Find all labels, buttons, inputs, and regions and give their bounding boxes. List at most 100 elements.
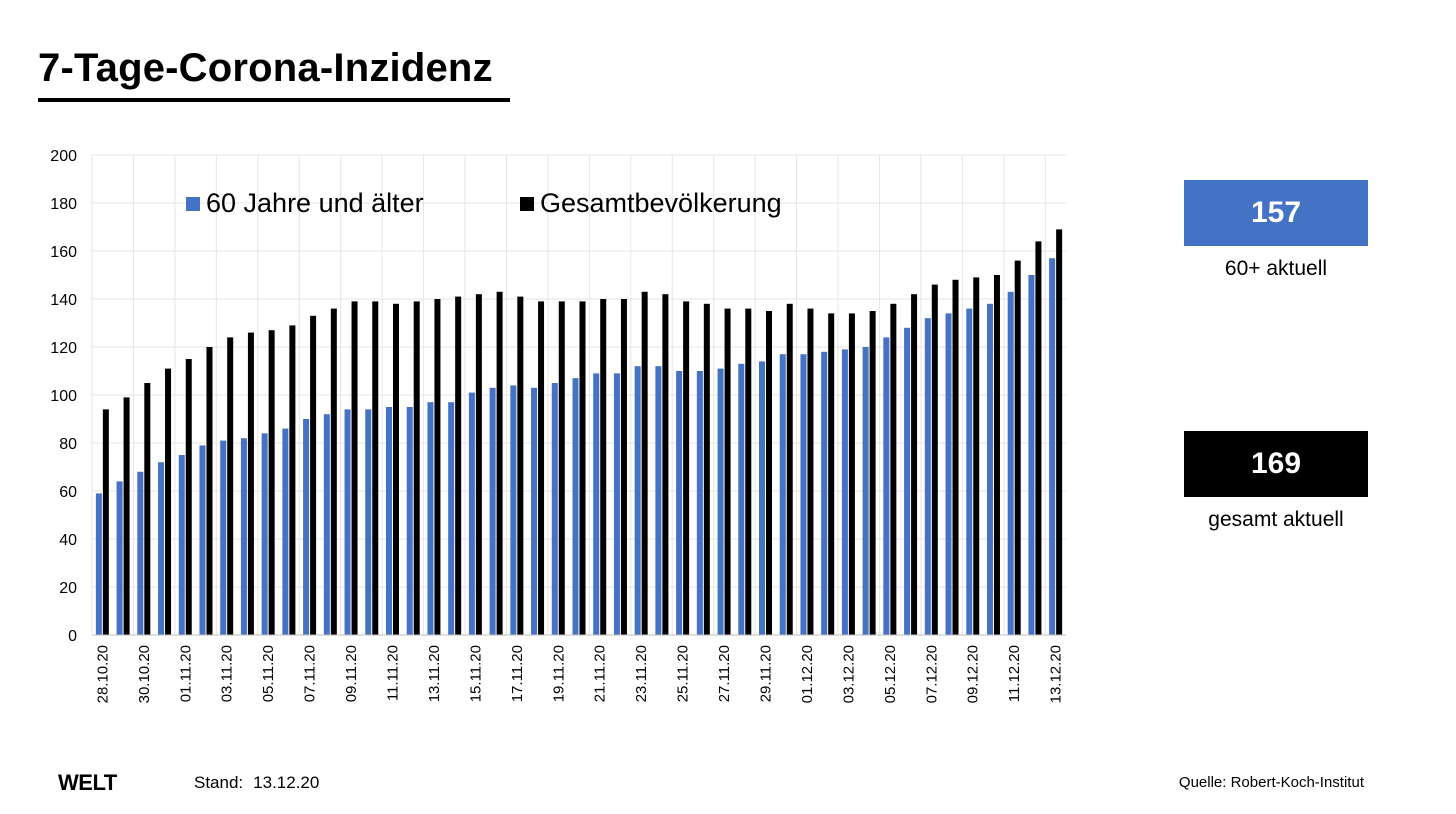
bar-60plus [510, 385, 517, 635]
bar-60plus [862, 347, 869, 635]
bar-total [475, 294, 482, 635]
bar-total [703, 303, 710, 635]
bar-60plus [220, 440, 227, 635]
x-tick-label: 19.11.20 [550, 645, 567, 702]
x-tick-label: 13.12.20 [1048, 645, 1065, 703]
bar-60plus [696, 371, 703, 635]
x-tick-label: 13.11.20 [426, 645, 443, 702]
x-tick-label: 05.11.20 [260, 645, 277, 702]
x-tick-label: 23.11.20 [633, 645, 650, 702]
bar-60plus [551, 383, 558, 635]
bar-60plus [406, 407, 413, 635]
x-tick-label: 27.11.20 [716, 645, 733, 702]
source-note: Quelle: Robert-Koch-Institut [1178, 774, 1364, 791]
bar-60plus [779, 354, 786, 635]
bar-total [890, 303, 897, 635]
bar-total [869, 311, 876, 635]
x-tick-label: 03.12.20 [840, 645, 857, 703]
bar-60plus [303, 419, 310, 635]
bar-total [745, 308, 752, 635]
x-tick-label: 05.12.20 [882, 645, 899, 703]
bar-total [247, 332, 254, 635]
bar-60plus [655, 366, 662, 635]
bar-60plus [261, 433, 268, 635]
bar-total [641, 291, 648, 635]
bar-60plus [821, 351, 828, 635]
bar-total [517, 296, 524, 635]
bar-60plus [945, 313, 952, 635]
bar-total [600, 299, 607, 635]
bar-total [973, 277, 980, 635]
stand-value: 13.12.20 [253, 773, 320, 792]
x-tick-label: 01.12.20 [799, 645, 816, 703]
y-tick-label: 20 [59, 580, 77, 597]
kpi-total-value: 169 [1184, 431, 1368, 497]
bar-total [310, 315, 317, 635]
y-tick-label: 180 [50, 196, 77, 213]
x-tick-label: 03.11.20 [219, 645, 236, 702]
bar-60plus [385, 407, 392, 635]
bar-total [227, 337, 234, 635]
bar-total [724, 308, 731, 635]
bar-60plus [240, 438, 247, 635]
x-tick-label: 11.11.20 [384, 645, 401, 701]
bar-total [413, 301, 420, 635]
legend-swatch-total [520, 196, 534, 211]
y-tick-label: 200 [50, 148, 77, 165]
bar-total [330, 308, 337, 635]
bar-total [206, 347, 213, 635]
bar-60plus [427, 402, 434, 635]
legend-item-total: Gesamtbevölkerung [520, 188, 782, 219]
y-tick-label: 40 [59, 532, 77, 549]
bar-60plus [924, 318, 931, 635]
bar-60plus [137, 471, 144, 635]
bar-total [123, 397, 130, 635]
bar-total [351, 301, 358, 635]
bar-total [102, 409, 109, 635]
bar-total [289, 325, 296, 635]
bar-60plus [95, 493, 102, 635]
bar-total [807, 308, 814, 635]
legend-item-60plus: 60 Jahre und älter [186, 188, 424, 219]
kpi-60plus-value: 157 [1184, 180, 1368, 246]
bar-total [496, 291, 503, 635]
bar-total [766, 311, 773, 635]
bar-60plus [841, 349, 848, 635]
title-underline [38, 98, 510, 102]
bar-total [848, 313, 855, 635]
welt-logo: WELT [58, 770, 117, 795]
bar-60plus [572, 378, 579, 635]
bar-total [828, 313, 835, 635]
bar-60plus [448, 402, 455, 635]
kpi-60plus-label: 60+ aktuell [1224, 257, 1328, 280]
bar-60plus [323, 414, 330, 635]
bar-total [1035, 241, 1042, 635]
bar-60plus [282, 428, 289, 635]
bar-total [538, 301, 545, 635]
bar-total [662, 294, 669, 635]
bar-60plus [676, 371, 683, 635]
bar-total [993, 275, 1000, 635]
y-tick-label: 120 [50, 340, 77, 357]
bar-total [620, 299, 627, 635]
bar-60plus [1049, 258, 1056, 635]
bar-60plus [593, 373, 600, 635]
stand-label: Stand: [194, 773, 244, 792]
stand-date: Stand: 13.12.20 [194, 773, 319, 793]
y-tick-label: 60 [59, 484, 77, 501]
bar-total [952, 279, 959, 635]
bar-total [683, 301, 690, 635]
x-tick-label: 29.11.20 [758, 645, 775, 702]
x-tick-label: 17.11.20 [509, 645, 526, 702]
bar-60plus [1007, 291, 1014, 635]
bar-60plus [800, 354, 807, 635]
bar-60plus [365, 409, 372, 635]
bar-total [455, 296, 462, 635]
x-tick-label: 01.11.20 [177, 645, 194, 702]
bar-60plus [986, 303, 993, 635]
legend-swatch-60plus [186, 196, 200, 211]
page-title: 7-Tage-Corona-Inzidenz [38, 46, 493, 90]
x-tick-label: 07.12.20 [923, 645, 940, 703]
bar-total [931, 284, 938, 635]
